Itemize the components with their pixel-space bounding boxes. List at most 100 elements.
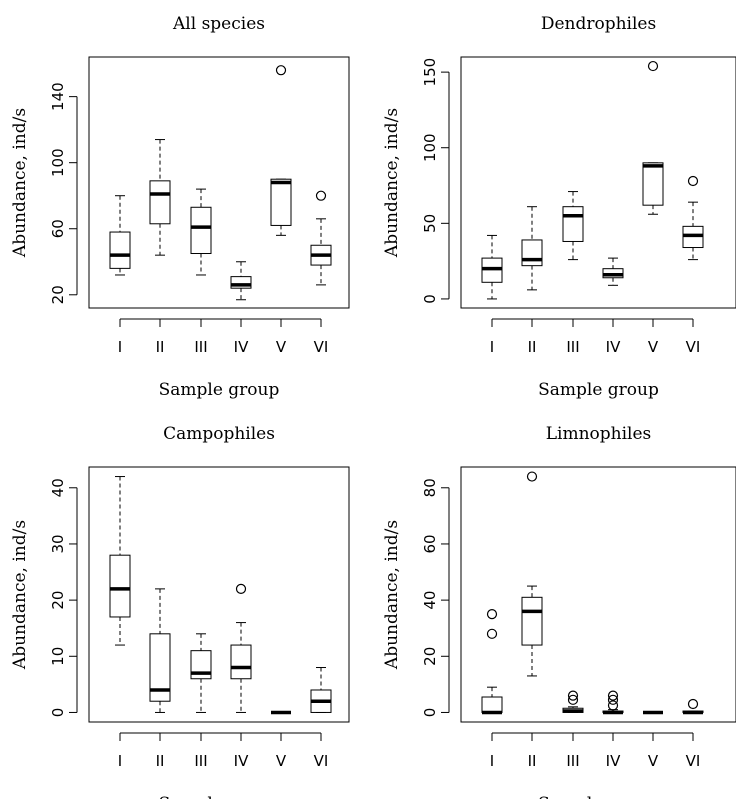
box-II [149,139,171,256]
box-iqr [521,596,543,646]
outlier-point [567,694,579,705]
box-iqr [270,178,292,226]
y-tick-label: 150 [421,58,439,87]
outlier-point [315,190,327,201]
y-tick-label: 140 [49,82,67,111]
box-II [521,206,543,291]
y-tick-label: 20 [421,647,439,666]
x-tick-label: V [648,752,659,770]
box-I [481,609,503,715]
chart-title: All species [172,14,265,34]
x-axis-label: Sample group [538,794,659,799]
box-I [109,195,131,276]
box-iqr [521,239,543,267]
x-tick-label: V [276,338,287,356]
x-axis-label: Sample group [538,380,659,400]
y-axis-label: Abundance, ind/s [382,520,402,670]
x-tick-label: IV [234,338,249,356]
x-axis-label: Sample group [159,380,280,400]
box-VI [682,175,704,261]
box-iqr [642,162,664,206]
plot-frame [460,466,736,723]
x-tick-label: IV [606,338,621,356]
outlier-point [275,65,287,76]
y-tick-label: 60 [49,219,67,238]
box-iqr [481,696,503,713]
y-tick-label: 40 [421,591,439,610]
x-tick-label: II [528,338,537,356]
box-VI [310,190,332,286]
outlier-point [607,690,619,701]
x-tick-label: III [194,338,207,356]
x-axis-label: Sample group [159,794,280,799]
y-tick-label: 10 [49,647,67,666]
box-iqr [109,554,131,618]
outlier-point [567,690,579,701]
x-tick-label: I [118,752,122,770]
box-IV [602,690,624,715]
box-V [642,60,664,215]
y-tick-label: 30 [49,534,67,553]
outlier-point [526,471,538,482]
box-iqr [230,276,252,289]
x-tick-label: III [194,752,207,770]
outlier-point [607,694,619,705]
plot-frame [88,466,350,723]
outlier-point [687,698,699,710]
box-III [562,191,584,261]
box-I [109,476,131,646]
x-tick-label: VI [314,338,329,356]
y-tick-label: 100 [49,148,67,177]
box-III [562,690,584,713]
chart-title: Dendrophiles [541,14,656,34]
box-IV [602,257,624,286]
x-tick-label: IV [234,752,249,770]
y-tick-label: 40 [49,478,67,497]
chart-title: Campophiles [163,424,275,444]
plot-frame [460,56,736,309]
box-iqr [109,231,131,269]
box-iqr [230,644,252,680]
y-tick-label: 50 [421,214,439,233]
x-tick-label: VI [314,752,329,770]
y-tick-label: 20 [49,285,67,304]
y-tick-label: 0 [421,294,439,304]
outlier-point [235,583,247,594]
box-iqr [149,180,171,225]
x-tick-label: II [528,752,537,770]
y-axis-label: Abundance, ind/s [10,520,30,670]
box-II [521,471,543,677]
outlier-point [607,700,619,711]
box-VI [682,698,704,715]
box-III [190,188,212,276]
y-tick-label: 20 [49,591,67,610]
y-axis-label: Abundance, ind/s [382,108,402,258]
box-IV [230,583,252,713]
box-III [190,633,212,713]
y-tick-label: 100 [421,133,439,162]
outlier-point [486,609,498,620]
x-tick-label: VI [686,338,701,356]
x-tick-label: I [490,752,494,770]
y-tick-label: 60 [421,534,439,553]
box-I [481,234,503,300]
outlier-point [647,60,659,72]
x-tick-label: III [566,752,579,770]
plot-frame [88,56,350,309]
box-IV [230,261,252,301]
y-tick-label: 0 [49,708,67,718]
x-tick-label: III [566,338,579,356]
x-tick-label: I [490,338,494,356]
x-tick-label: I [118,338,122,356]
chart-title: Limnophiles [546,424,652,444]
y-tick-label: 0 [421,708,439,718]
y-axis-label: Abundance, ind/s [10,108,30,258]
x-tick-label: IV [606,752,621,770]
box-V [270,65,292,236]
box-iqr [149,633,171,702]
